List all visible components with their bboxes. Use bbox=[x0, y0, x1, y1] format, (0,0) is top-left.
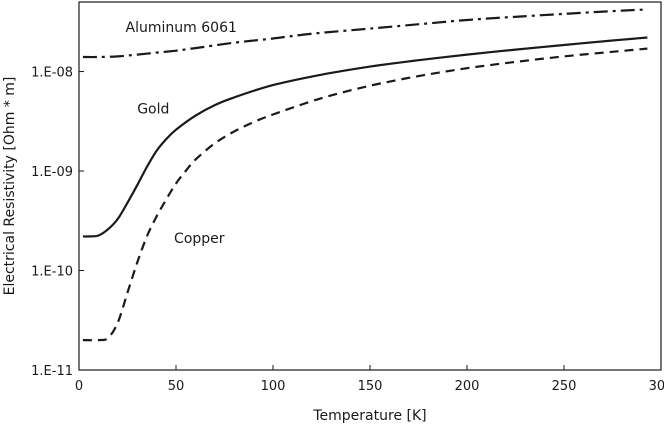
series-line-aluminum-6061 bbox=[82, 8, 648, 59]
series-line-gold bbox=[82, 36, 648, 238]
x-tick-label: 100 bbox=[261, 379, 286, 394]
y-tick-label: 1.E-09 bbox=[31, 165, 73, 180]
x-axis: 0 50 100 150 200 250 300 bbox=[75, 365, 664, 394]
plot-frame bbox=[78, 1, 662, 371]
x-axis-label: Temperature [K] bbox=[312, 408, 426, 424]
x-tick-label: 250 bbox=[552, 379, 577, 394]
x-tick-label: 150 bbox=[358, 379, 383, 394]
y-tick-label: 1.E-08 bbox=[31, 66, 73, 81]
series-label-aluminum-6061: Aluminum 6061 bbox=[126, 20, 237, 36]
series-label-gold: Gold bbox=[137, 101, 169, 117]
series-labels: Aluminum 6061 Gold Copper bbox=[126, 20, 237, 247]
x-tick-label: 50 bbox=[168, 379, 185, 394]
x-tick-label: 200 bbox=[455, 379, 480, 394]
x-tick-label: 300 bbox=[649, 379, 664, 394]
y-tick-label: 1.E-11 bbox=[31, 364, 73, 379]
y-axis-label: Electrical Resistivity [Ohm * m] bbox=[2, 77, 18, 296]
series-line-copper bbox=[82, 47, 648, 342]
series-group bbox=[82, 8, 648, 342]
y-axis: 1.E-11 1.E-10 1.E-09 1.E-08 bbox=[31, 66, 84, 379]
series-label-copper: Copper bbox=[174, 231, 225, 247]
x-tick-label: 0 bbox=[75, 379, 83, 394]
y-tick-label: 1.E-10 bbox=[31, 265, 73, 280]
